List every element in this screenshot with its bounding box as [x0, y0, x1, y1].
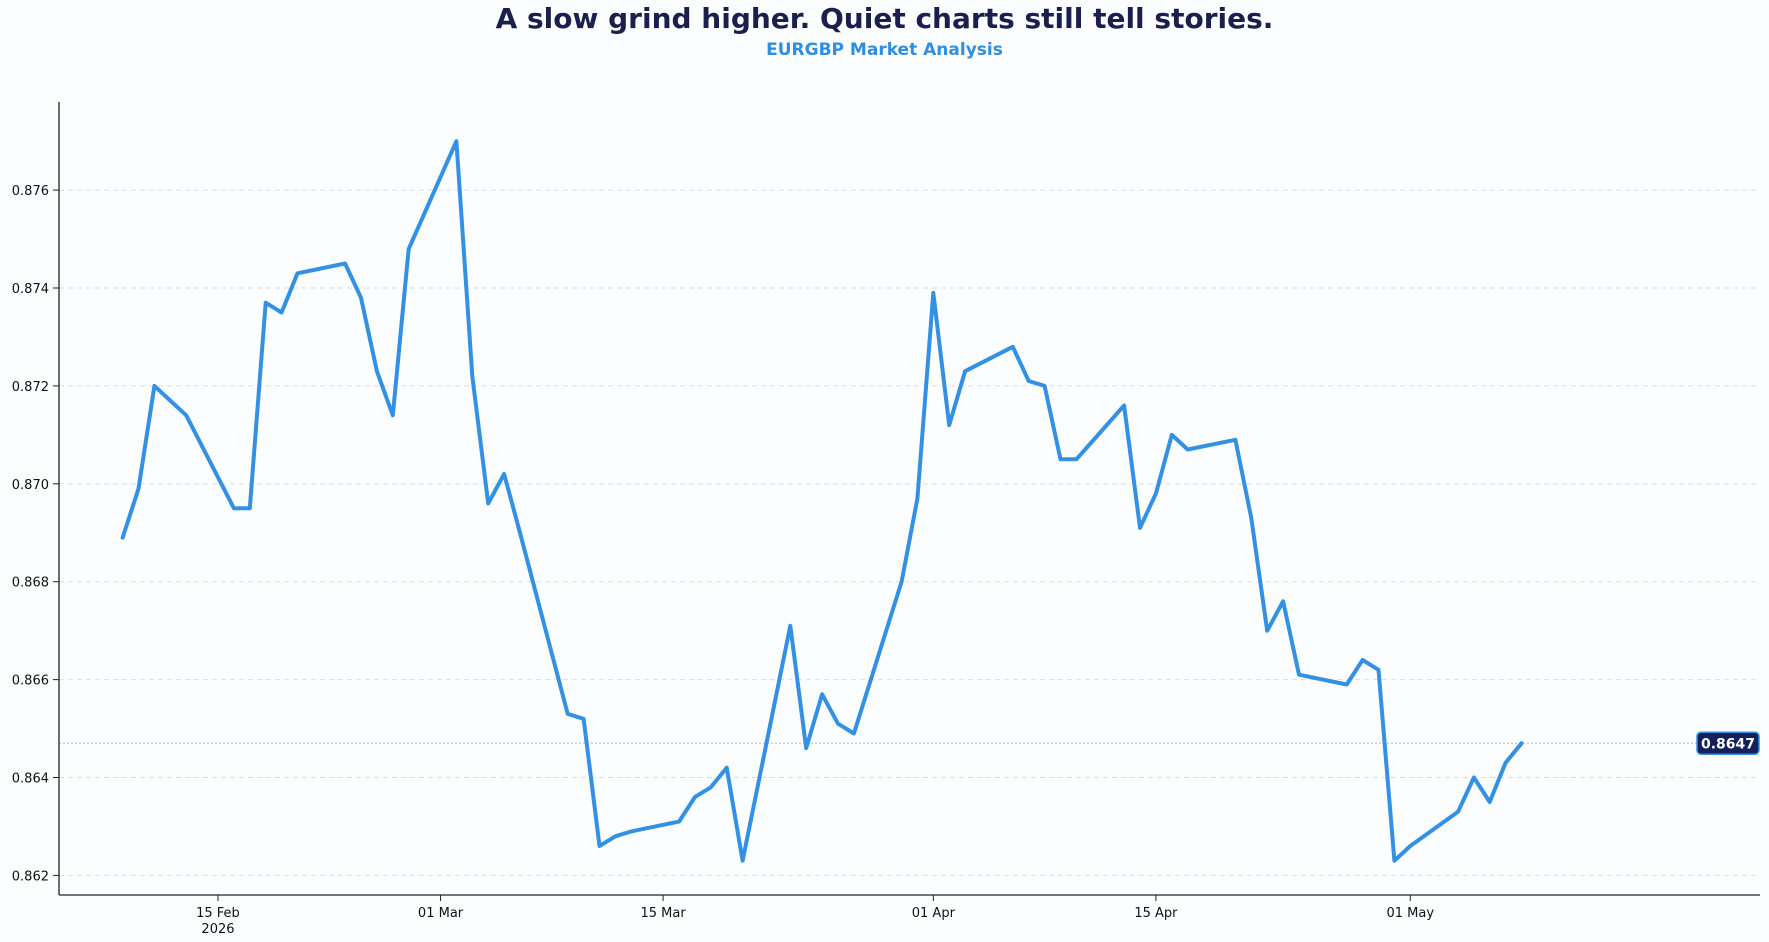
last-value-label: 0.8647: [1701, 736, 1755, 752]
x-tick-label: 01 May: [1386, 906, 1434, 921]
y-tick-label: 0.870: [12, 478, 49, 493]
axis-layer: [53, 102, 1760, 901]
x-tick-label: 01 Apr: [912, 906, 956, 921]
grid-layer: [59, 189, 1760, 876]
y-tick-label: 0.876: [12, 184, 49, 199]
chart-title: A slow grind higher. Quiet charts still …: [495, 2, 1274, 35]
chart-subtitle: EURGBP Market Analysis: [766, 40, 1003, 60]
x-tick-label: 01 Mar: [418, 906, 464, 921]
x-tick-label: 15 Apr: [1134, 906, 1178, 921]
x-tick-label: 15 Feb: [196, 906, 240, 921]
x-tick-label: 15 Mar: [640, 906, 686, 921]
x-tick-sublabel: 2026: [201, 922, 234, 937]
series-line-0: [120, 139, 1524, 863]
y-tick-label: 0.872: [12, 380, 49, 395]
label-layer: 0.862 0.864 0.866 0.868 0.870 0.872 0.874 0.876…: [12, 184, 1760, 937]
y-tick-label: 0.874: [12, 282, 49, 297]
y-tick-label: 0.866: [12, 674, 49, 689]
y-tick-label: 0.862: [12, 869, 49, 884]
last-value-badge: [1696, 731, 1760, 756]
y-tick-label: 0.868: [12, 576, 49, 591]
y-tick-label: 0.864: [12, 772, 49, 787]
series-layer: [120, 139, 1524, 863]
